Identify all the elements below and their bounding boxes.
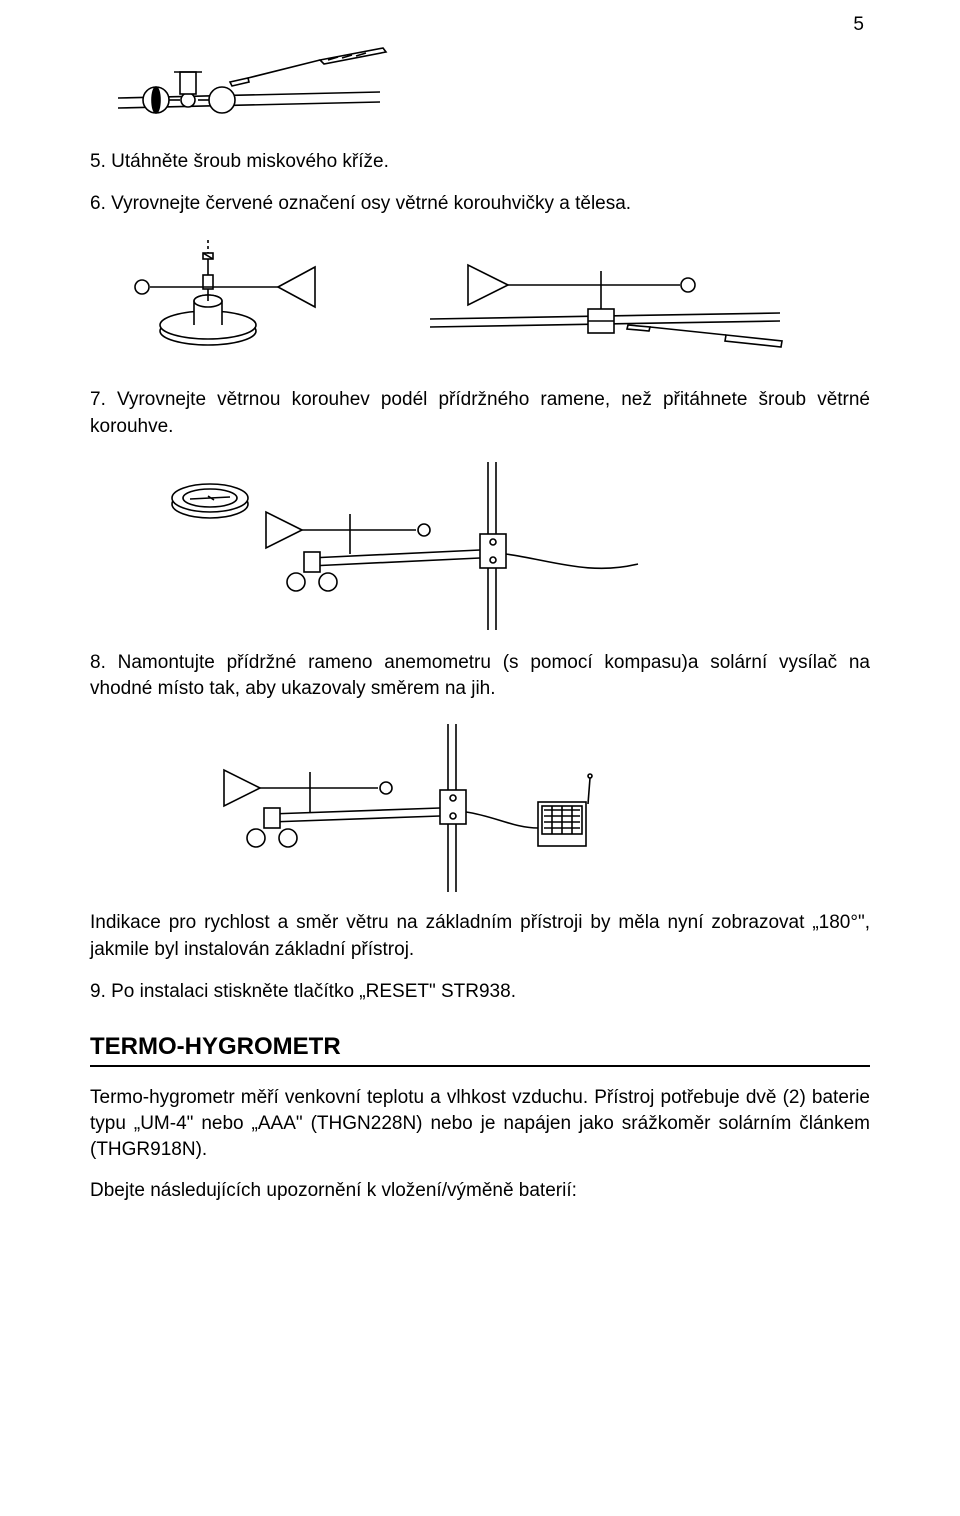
indication-text: Indikace pro rychlost a směr větru na zá… bbox=[90, 910, 870, 962]
step-7-text: 7. Vyrovnejte větrnou korouhev podél pří… bbox=[90, 387, 870, 439]
step-8-text: 8. Namontujte přídržné rameno anemometru… bbox=[90, 650, 870, 702]
battery-note: Dbejte následujících upozornění k vložen… bbox=[90, 1178, 870, 1204]
illustration-mount-transmitter bbox=[90, 716, 870, 896]
illustration-cup-cross bbox=[90, 38, 870, 133]
page-number: 5 bbox=[853, 14, 864, 36]
document-page: 5 bbox=[0, 0, 960, 1516]
section-heading-thermo: TERMO-HYGROMETR bbox=[90, 1033, 870, 1067]
illustration-mount-compass bbox=[90, 454, 870, 634]
step-9-text: 9. Po instalaci stiskněte tlačítko „RESE… bbox=[90, 979, 870, 1005]
step-6-text: 6. Vyrovnejte červené označení osy větrn… bbox=[90, 191, 870, 217]
thermo-paragraph: Termo-hygrometr měří venkovní teplotu a … bbox=[90, 1085, 870, 1164]
illustration-vane-alignment bbox=[90, 231, 870, 371]
step-5-text: 5. Utáhněte šroub miskového kříže. bbox=[90, 149, 870, 175]
